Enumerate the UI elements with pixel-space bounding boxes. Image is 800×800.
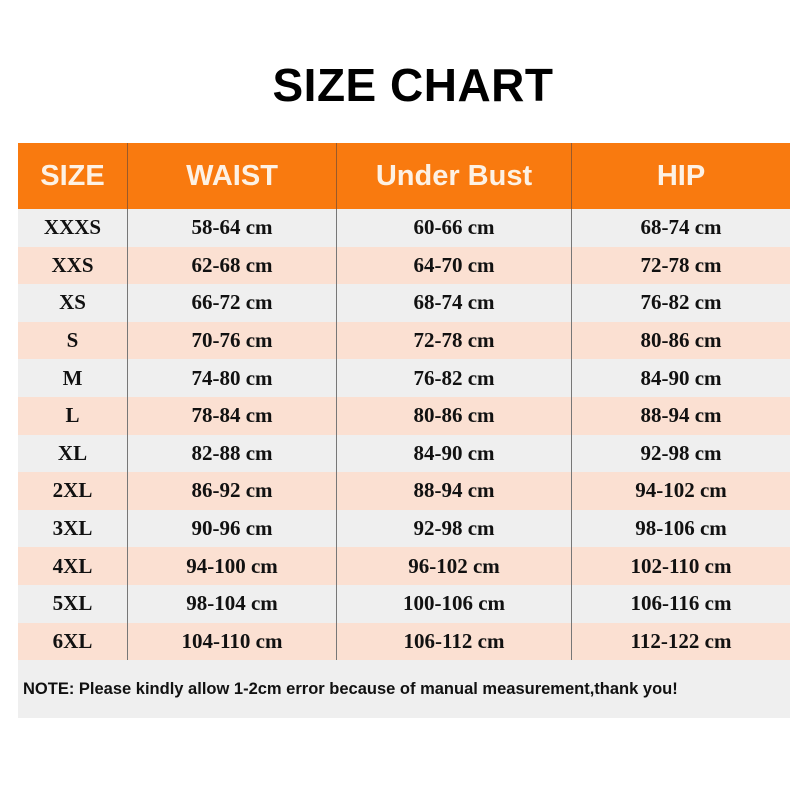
cell-size: 4XL — [18, 547, 128, 585]
table-row: XS 66-72 cm 68-74 cm 76-82 cm — [18, 284, 790, 322]
cell-waist: 74-80 cm — [128, 359, 337, 397]
cell-size: XXXS — [18, 209, 128, 247]
header-size: SIZE — [18, 143, 128, 209]
table-row: S 70-76 cm 72-78 cm 80-86 cm — [18, 321, 790, 360]
cell-hip: 72-78 cm — [640, 252, 722, 277]
table-row: XXS 62-68 cm 64-70 cm 72-78 cm — [18, 246, 790, 285]
table-row: M 74-80 cm 76-82 cm 84-90 cm — [18, 359, 790, 397]
cell-under-bust: 84-90 cm — [337, 434, 572, 473]
cell-size: 3XL — [18, 509, 128, 548]
cell-waist: 66-72 cm — [128, 284, 337, 322]
cell-waist: 90-96 cm — [128, 509, 337, 548]
table-row: 4XL 94-100 cm 96-102 cm 102-110 cm — [18, 547, 790, 585]
cell-under-bust: 64-70 cm — [337, 246, 572, 285]
table-row: 3XL 90-96 cm 92-98 cm 98-106 cm — [18, 509, 790, 548]
cell-size: XL — [18, 434, 128, 473]
cell-waist: 94-100 cm — [128, 547, 337, 585]
cell-hip: 94-102 cm — [635, 478, 727, 503]
cell-waist: 58-64 cm — [128, 209, 337, 247]
header-under-bust: Under Bust — [337, 143, 572, 209]
cell-size: 6XL — [18, 622, 128, 661]
cell-size: 2XL — [18, 472, 128, 510]
cell-under-bust: 60-66 cm — [337, 209, 572, 247]
header-hip: HIP — [656, 159, 706, 192]
header-waist: WAIST — [128, 143, 337, 209]
table-body: XXXS 58-64 cm 60-66 cm 68-74 cm XXS 62-68 cm 6… — [18, 209, 790, 661]
page-title: SIZE CHART — [272, 59, 554, 111]
cell-under-bust: 72-78 cm — [337, 321, 572, 360]
cell-waist: 104-110 cm — [128, 622, 337, 661]
cell-hip: 106-116 cm — [630, 591, 732, 616]
table-row: L 78-84 cm 80-86 cm 88-94 cm — [18, 396, 790, 435]
cell-hip: 92-98 cm — [640, 440, 722, 465]
cell-size: L — [18, 396, 128, 435]
cell-under-bust: 96-102 cm — [337, 547, 572, 585]
cell-hip: 98-106 cm — [635, 516, 727, 541]
cell-hip: 84-90 cm — [640, 365, 722, 390]
table-row: 6XL 104-110 cm 106-112 cm 112-122 cm — [18, 622, 790, 661]
cell-hip: 102-110 cm — [630, 553, 732, 578]
cell-hip: 88-94 cm — [640, 403, 722, 428]
cell-size: 5XL — [18, 584, 128, 623]
cell-under-bust: 80-86 cm — [337, 396, 572, 435]
cell-under-bust: 88-94 cm — [337, 472, 572, 510]
note-text: NOTE: Please kindly allow 1-2cm error be… — [18, 660, 790, 718]
cell-hip: 80-86 cm — [640, 328, 722, 353]
cell-under-bust: 106-112 cm — [337, 622, 572, 661]
cell-waist: 86-92 cm — [128, 472, 337, 510]
table-row: XL 82-88 cm 84-90 cm 92-98 cm — [18, 434, 790, 473]
cell-size: XS — [18, 284, 128, 322]
cell-under-bust: 76-82 cm — [337, 359, 572, 397]
cell-size: S — [18, 321, 128, 360]
table-row: 5XL 98-104 cm 100-106 cm 106-116 cm — [18, 584, 790, 623]
cell-waist: 82-88 cm — [128, 434, 337, 473]
size-table: SIZE WAIST Under Bust HIP XXXS 58-64 cm 60… — [18, 143, 790, 661]
cell-hip: 68-74 cm — [640, 215, 722, 240]
cell-under-bust: 92-98 cm — [337, 509, 572, 548]
table-row: XXXS 58-64 cm 60-66 cm 68-74 cm — [18, 209, 790, 247]
cell-hip: 76-82 cm — [640, 290, 722, 315]
table-header: SIZE WAIST Under Bust HIP — [18, 143, 790, 209]
cell-hip: 112-122 cm — [630, 628, 732, 653]
cell-waist: 78-84 cm — [128, 396, 337, 435]
cell-waist: 98-104 cm — [128, 584, 337, 623]
cell-size: M — [18, 359, 128, 397]
cell-under-bust: 68-74 cm — [337, 284, 572, 322]
cell-size: XXS — [18, 246, 128, 285]
table-row: 2XL 86-92 cm 88-94 cm 94-102 cm — [18, 472, 790, 510]
cell-waist: 70-76 cm — [128, 321, 337, 360]
cell-under-bust: 100-106 cm — [337, 584, 572, 623]
cell-waist: 62-68 cm — [128, 246, 337, 285]
